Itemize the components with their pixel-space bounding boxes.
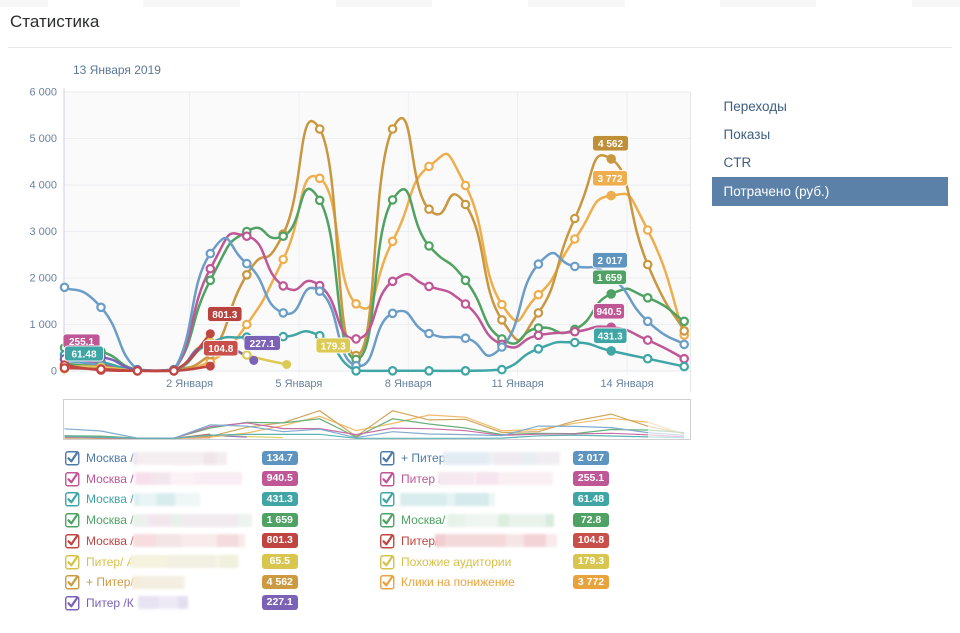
svg-text:4 000: 4 000 xyxy=(29,180,57,192)
svg-text:6 000: 6 000 xyxy=(29,87,57,99)
svg-text:227.1: 227.1 xyxy=(250,339,275,350)
svg-text:3 772: 3 772 xyxy=(597,174,622,185)
svg-text:801.3: 801.3 xyxy=(212,310,237,321)
svg-text:61.48: 61.48 xyxy=(71,349,96,360)
svg-text:2 000: 2 000 xyxy=(29,273,57,285)
svg-text:14 Января: 14 Января xyxy=(600,378,653,390)
svg-text:2 Января: 2 Января xyxy=(166,378,213,390)
svg-text:8 Января: 8 Января xyxy=(385,378,432,390)
svg-text:11 Января: 11 Января xyxy=(491,378,543,390)
svg-text:940.5: 940.5 xyxy=(596,307,621,318)
svg-text:5 000: 5 000 xyxy=(29,133,57,145)
svg-text:179.3: 179.3 xyxy=(321,341,346,352)
svg-text:3 000: 3 000 xyxy=(29,226,57,238)
svg-text:5 Января: 5 Января xyxy=(275,378,322,390)
svg-text:0: 0 xyxy=(51,366,57,378)
svg-text:431.3: 431.3 xyxy=(598,332,623,343)
svg-text:104.8: 104.8 xyxy=(208,344,233,355)
svg-text:4 562: 4 562 xyxy=(598,139,623,150)
svg-text:1 000: 1 000 xyxy=(29,319,57,331)
svg-text:2 017: 2 017 xyxy=(597,256,622,267)
svg-text:255.1: 255.1 xyxy=(69,337,94,348)
svg-text:1 659: 1 659 xyxy=(597,273,622,284)
